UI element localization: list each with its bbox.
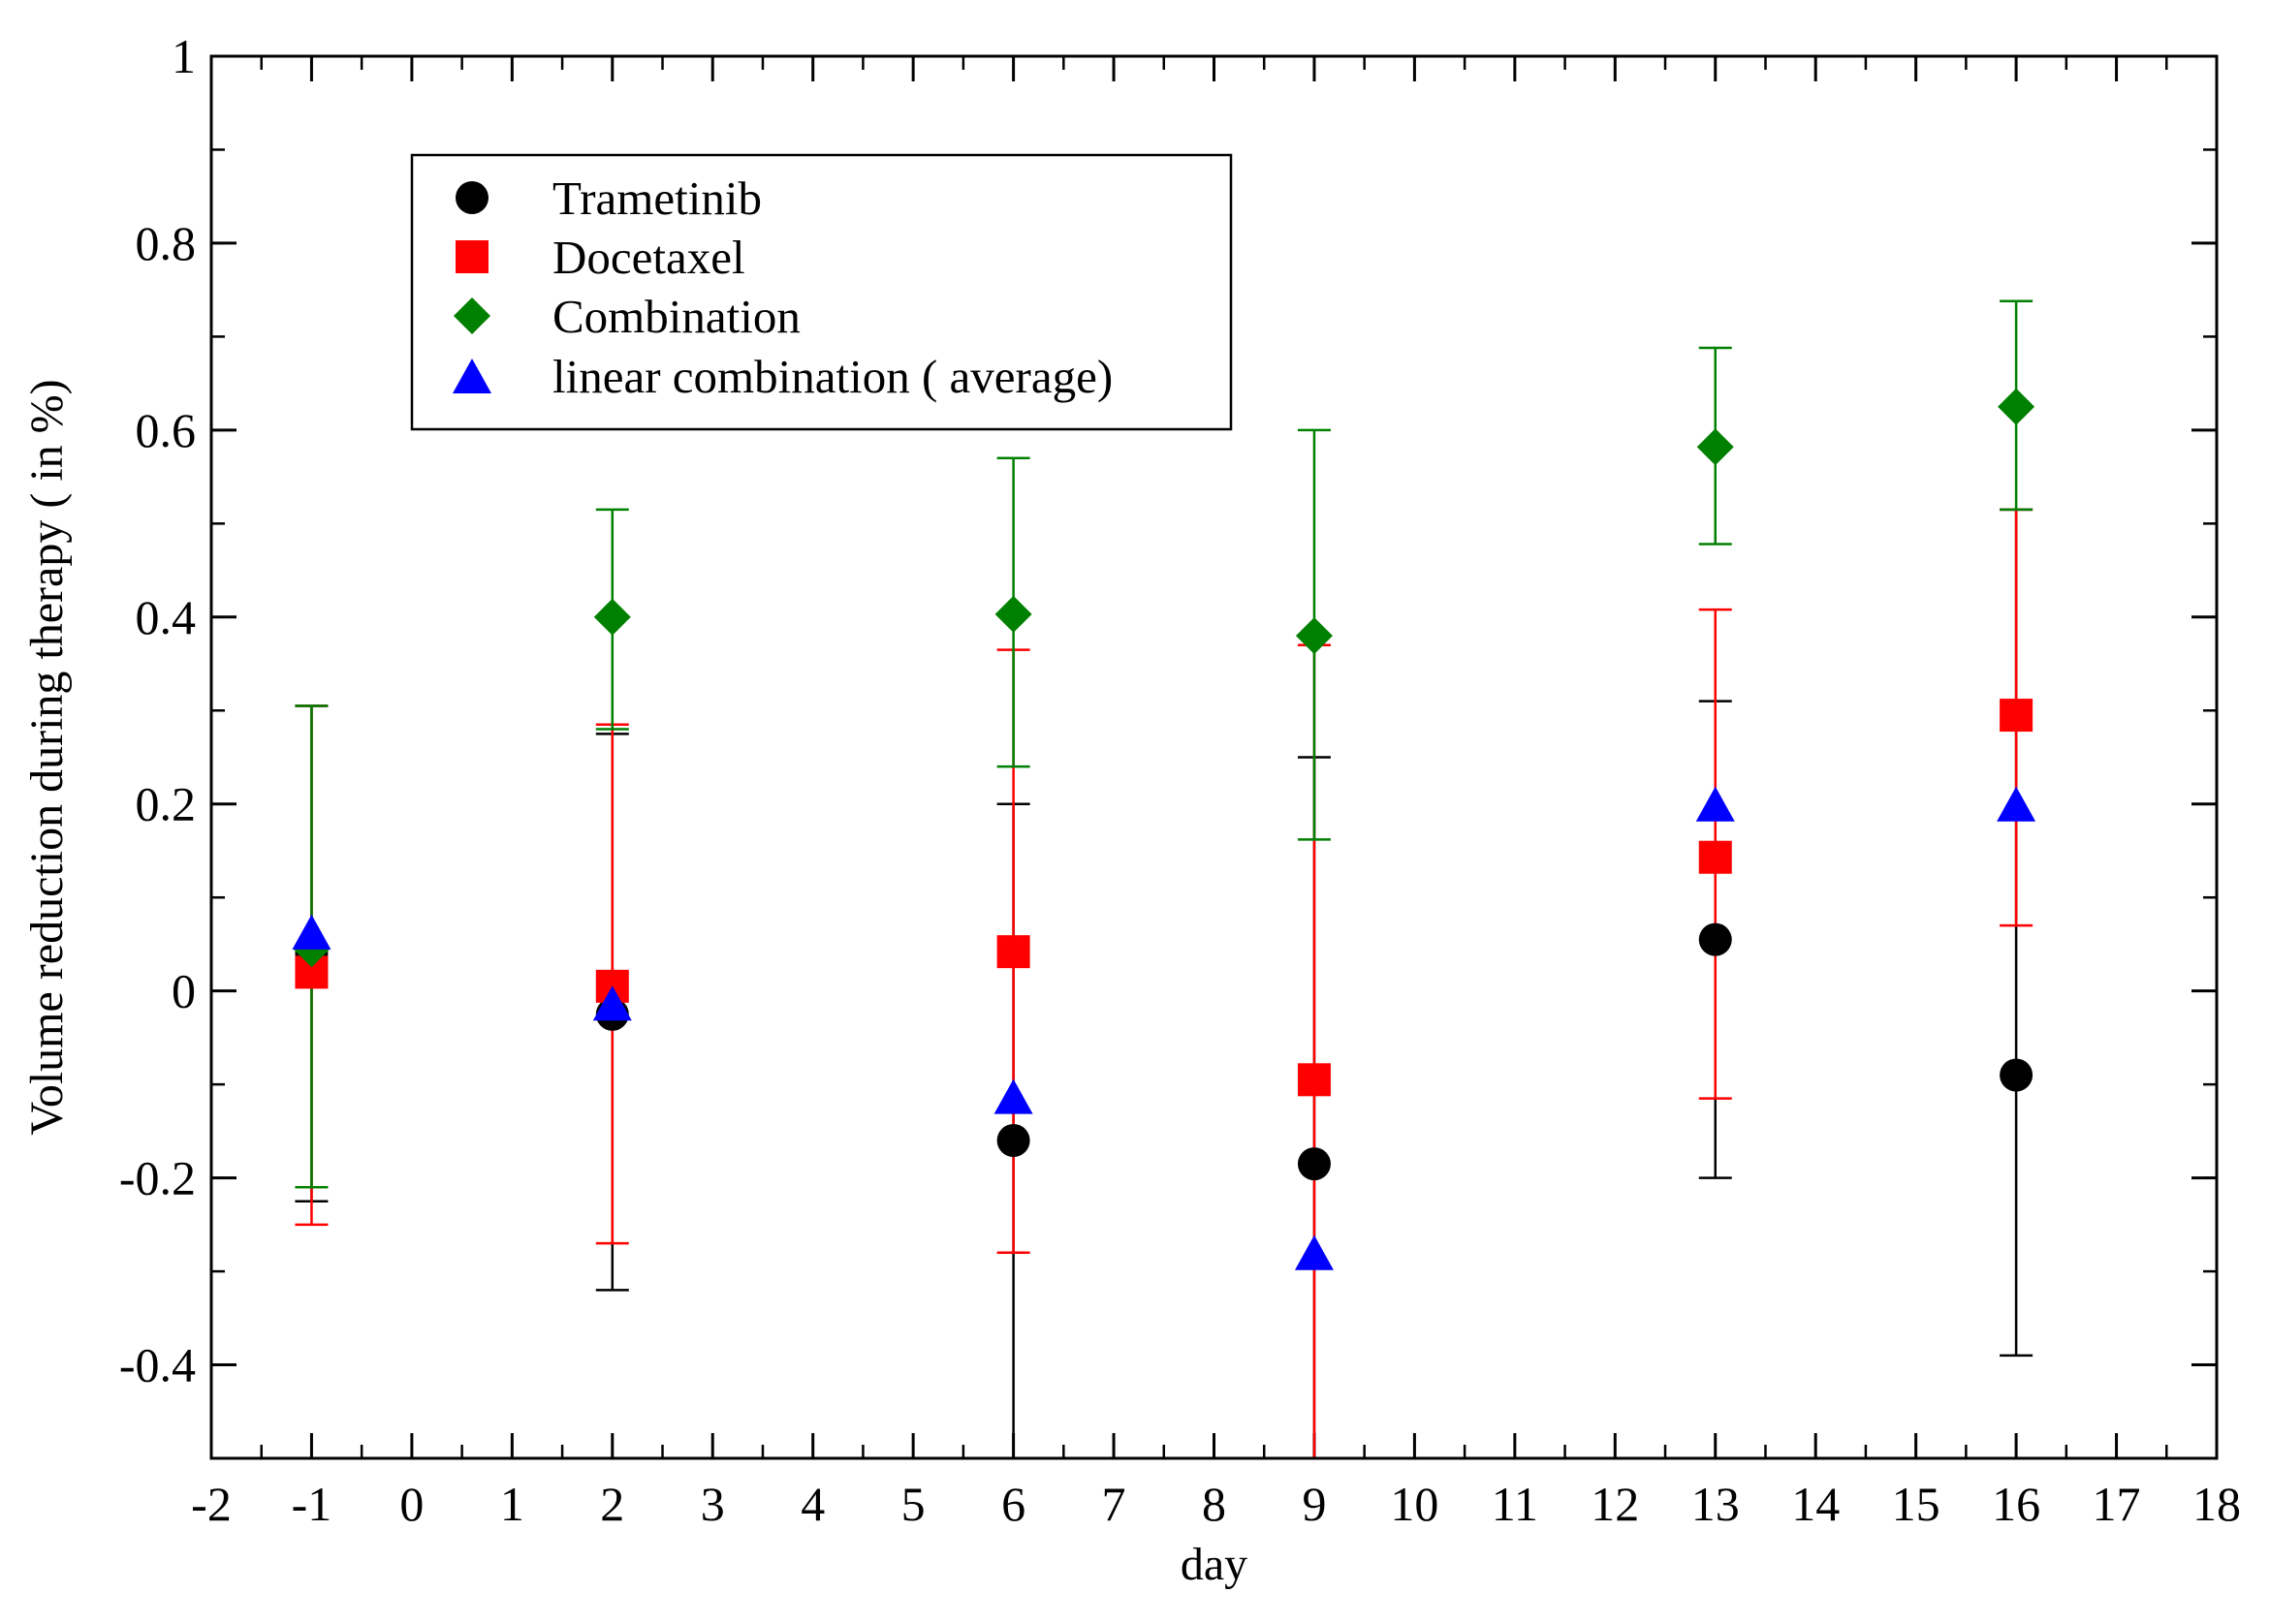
x-tick-label: -1	[292, 1477, 332, 1531]
y-tick-label: 0.4	[136, 590, 197, 644]
y-tick-label: 1	[172, 29, 196, 83]
x-tick-label: 1	[500, 1477, 524, 1531]
x-tick-label: 13	[1691, 1477, 1740, 1531]
legend-box	[410, 153, 1233, 431]
combination-point	[593, 598, 631, 636]
linear-combination-average-point	[292, 914, 331, 950]
docetaxel-point	[2000, 699, 2034, 733]
x-tick-label: 11	[1492, 1477, 1538, 1531]
docetaxel-point	[1297, 1063, 1331, 1097]
y-axis-title: Volume reduction during therapy ( in %)	[21, 379, 73, 1135]
legend-marker-docetaxel	[456, 240, 489, 273]
x-tick-label: 5	[901, 1477, 926, 1531]
x-axis-title: day	[1181, 1539, 1247, 1590]
x-tick-label: 17	[2093, 1477, 2141, 1531]
y-tick-label: -0.4	[119, 1338, 196, 1392]
trametinib-point	[996, 1124, 1030, 1158]
docetaxel-point	[1698, 840, 1732, 874]
legend-label-combination: Combination	[552, 290, 801, 343]
tick-labels: -2 -1 0 1 2 3 4 5 6 7 8 9 10 11 12 13 14 15 16 17 18-0.4-0.2…	[119, 29, 2241, 1531]
x-tick-label: 14	[1791, 1477, 1840, 1531]
legend-label-trametinib: Trametinib	[552, 172, 762, 225]
y-tick-label: 0	[172, 964, 196, 1018]
legend: Trametinib Docetaxel Combination linear …	[410, 153, 1233, 431]
x-tick-label: 9	[1302, 1477, 1326, 1531]
linear-combination-average-point	[1997, 786, 2036, 822]
y-tick-label: -0.2	[119, 1151, 196, 1205]
x-tick-label: 10	[1390, 1477, 1438, 1531]
axis-ticks	[209, 54, 2219, 1460]
x-tick-label: 15	[1892, 1477, 1940, 1531]
x-tick-label: 12	[1591, 1477, 1639, 1531]
trametinib-point	[2000, 1058, 2034, 1092]
legend-marker-linear-combination-average	[453, 359, 491, 393]
x-tick-label: 2	[600, 1477, 624, 1531]
x-tick-label: 6	[1001, 1477, 1025, 1531]
trametinib-point	[1698, 922, 1732, 956]
x-tick-label: 0	[399, 1477, 424, 1531]
y-tick-label: 0.6	[136, 403, 197, 457]
x-tick-label: -2	[191, 1477, 232, 1531]
legend-marker-trametinib	[456, 181, 489, 214]
x-tick-label: 3	[701, 1477, 725, 1531]
trametinib-point	[1297, 1147, 1331, 1181]
y-tick-label: 0.2	[136, 777, 197, 831]
combination-point	[994, 595, 1032, 633]
legend-label-docetaxel: Docetaxel	[552, 231, 745, 284]
y-tick-label: 0.8	[136, 216, 197, 270]
x-tick-label: 4	[801, 1477, 825, 1531]
docetaxel-point	[996, 935, 1030, 969]
data-markers	[292, 388, 2036, 1270]
linear-combination-average-point	[993, 1078, 1033, 1114]
combination-point	[1295, 617, 1333, 655]
x-tick-label: 7	[1102, 1477, 1126, 1531]
x-tick-label: 8	[1202, 1477, 1226, 1531]
linear-combination-average-point	[1695, 786, 1735, 822]
combination-point	[1696, 428, 1734, 466]
x-tick-label: 18	[2192, 1477, 2241, 1531]
combination-point	[1998, 388, 2035, 425]
linear-combination-average-point	[1294, 1234, 1334, 1270]
plot-frame	[209, 54, 2219, 1460]
linear-combination-average-point	[592, 985, 632, 1021]
x-tick-label: 16	[1992, 1477, 2040, 1531]
legend-marker-combination	[454, 297, 490, 334]
legend-label-linear-combination: linear combination ( average)	[552, 350, 1113, 403]
